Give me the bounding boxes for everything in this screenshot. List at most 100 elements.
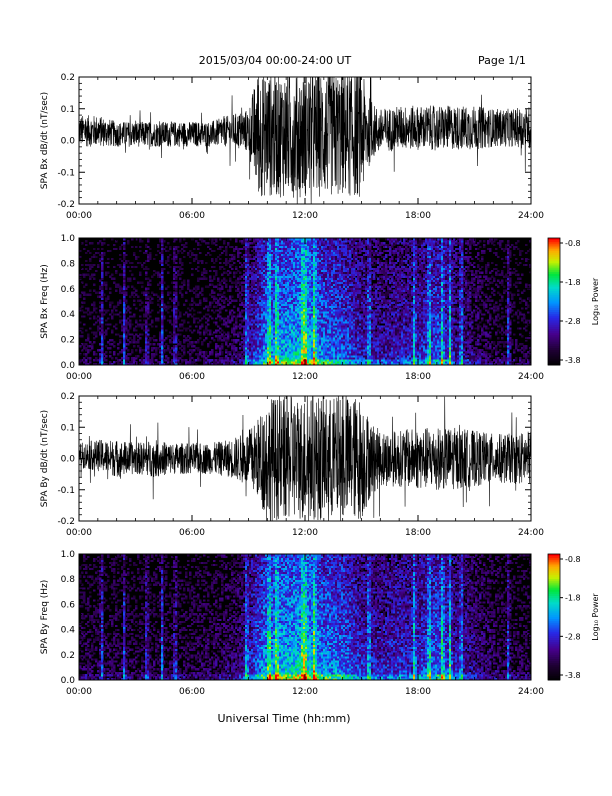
spectrogram-cell bbox=[219, 353, 221, 355]
spectrogram-cell bbox=[93, 264, 95, 266]
spectrogram-cell bbox=[195, 347, 197, 349]
spectrogram-cell bbox=[171, 333, 173, 335]
spectrogram-cell bbox=[273, 254, 275, 256]
spectrogram-cell bbox=[281, 292, 283, 294]
spectrogram-cell bbox=[299, 339, 301, 341]
spectrogram-cell bbox=[243, 325, 245, 327]
x-tick-label: 18:00 bbox=[405, 211, 431, 221]
spectrogram-cell bbox=[325, 288, 327, 290]
spectrogram-cell bbox=[123, 244, 125, 246]
spectrogram-cell bbox=[83, 315, 85, 317]
spectrogram-cell bbox=[83, 359, 85, 361]
spectrogram-cell bbox=[277, 294, 279, 296]
spectrogram-cell bbox=[327, 313, 329, 315]
spectrogram-cell bbox=[263, 280, 265, 282]
spectrogram-cell bbox=[155, 317, 157, 319]
spectrogram-cell bbox=[251, 327, 253, 329]
spectrogram-cell bbox=[229, 335, 231, 337]
spectrogram-cell bbox=[287, 256, 289, 258]
spectrogram-cell bbox=[325, 244, 327, 246]
spectrogram-cell bbox=[269, 327, 271, 329]
spectrogram-cell bbox=[221, 323, 223, 325]
spectrogram-cell bbox=[291, 339, 293, 341]
spectrogram-cell bbox=[331, 286, 333, 288]
spectrogram-cell bbox=[257, 327, 259, 329]
spectrogram-cell bbox=[261, 292, 263, 294]
spectrogram-cell bbox=[135, 357, 137, 359]
spectrogram-cell bbox=[273, 347, 275, 349]
spectrogram-cell bbox=[151, 292, 153, 294]
spectrogram-cell bbox=[257, 260, 259, 262]
spectrogram-cell bbox=[335, 333, 337, 335]
spectrogram-cell bbox=[169, 246, 171, 248]
spectrogram-cell bbox=[167, 260, 169, 262]
spectrogram-cell bbox=[315, 343, 317, 345]
spectrogram-cell bbox=[247, 276, 249, 278]
spectrogram-cell bbox=[209, 284, 211, 286]
spectrogram-cell bbox=[133, 296, 135, 298]
spectrogram-cell bbox=[147, 292, 149, 294]
spectrogram-cell bbox=[271, 323, 273, 325]
spectrogram-cell bbox=[253, 240, 255, 242]
spectrogram-cell bbox=[283, 315, 285, 317]
spectrogram-cell bbox=[123, 361, 125, 363]
spectrogram-cell bbox=[175, 254, 177, 256]
spectrogram-cell bbox=[97, 319, 99, 321]
spectrogram-cell bbox=[327, 343, 329, 345]
spectrogram-cell bbox=[303, 252, 305, 254]
spectrogram-cell bbox=[145, 343, 147, 345]
spectrogram-cell bbox=[295, 325, 297, 327]
spectrogram-cell bbox=[253, 246, 255, 248]
spectrogram-cell bbox=[83, 274, 85, 276]
spectrogram-cell bbox=[85, 349, 87, 351]
spectrogram-cell bbox=[261, 274, 263, 276]
spectrogram-cell bbox=[297, 317, 299, 319]
spectrogram-cell bbox=[331, 323, 333, 325]
spectrogram-cell bbox=[137, 341, 139, 343]
spectrogram-cell bbox=[261, 347, 263, 349]
spectrogram-cell bbox=[263, 276, 265, 278]
spectrogram-cell bbox=[279, 355, 281, 357]
spectrogram-cell bbox=[215, 347, 217, 349]
spectrogram-cell bbox=[249, 339, 251, 341]
spectrogram-cell bbox=[301, 353, 303, 355]
spectrogram-cell bbox=[137, 262, 139, 264]
spectrogram-cell bbox=[307, 331, 309, 333]
spectrogram-cell bbox=[247, 343, 249, 345]
spectrogram-cell bbox=[159, 252, 161, 254]
spectrogram-cell bbox=[89, 357, 91, 359]
spectrogram-cell bbox=[227, 345, 229, 347]
spectrogram-cell bbox=[199, 359, 201, 361]
spectrogram-cell bbox=[309, 272, 311, 274]
spectrogram-cell bbox=[303, 351, 305, 353]
spectrogram-cell bbox=[329, 323, 331, 325]
spectrogram-cell bbox=[93, 359, 95, 361]
spectrogram-cell bbox=[127, 359, 129, 361]
spectrogram-cell bbox=[327, 278, 329, 280]
spectrogram-cell bbox=[299, 335, 301, 337]
spectrogram-cell bbox=[217, 302, 219, 304]
spectrogram-cell bbox=[243, 240, 245, 242]
spectrogram-cell bbox=[123, 327, 125, 329]
spectrogram-cell bbox=[293, 349, 295, 351]
spectrogram-cell bbox=[299, 331, 301, 333]
spectrogram-cell bbox=[243, 357, 245, 359]
spectrogram-cell bbox=[325, 321, 327, 323]
spectrogram-cell bbox=[195, 353, 197, 355]
spectrogram-cell bbox=[265, 325, 267, 327]
spectrogram-cell bbox=[171, 323, 173, 325]
spectrogram-cell bbox=[279, 272, 281, 274]
spectrogram-cell bbox=[281, 260, 283, 262]
spectrogram-cell bbox=[277, 349, 279, 351]
spectrogram-cell bbox=[207, 317, 209, 319]
spectrogram-cell bbox=[327, 250, 329, 252]
spectrogram-cell bbox=[325, 296, 327, 298]
spectrogram-cell bbox=[295, 309, 297, 311]
spectrogram-cell bbox=[257, 313, 259, 315]
spectrogram-cell bbox=[237, 307, 239, 309]
spectrogram-cell bbox=[323, 351, 325, 353]
spectrogram-cell bbox=[253, 290, 255, 292]
spectrogram-cell bbox=[317, 284, 319, 286]
spectrogram-cell bbox=[329, 347, 331, 349]
spectrogram-cell bbox=[285, 248, 287, 250]
